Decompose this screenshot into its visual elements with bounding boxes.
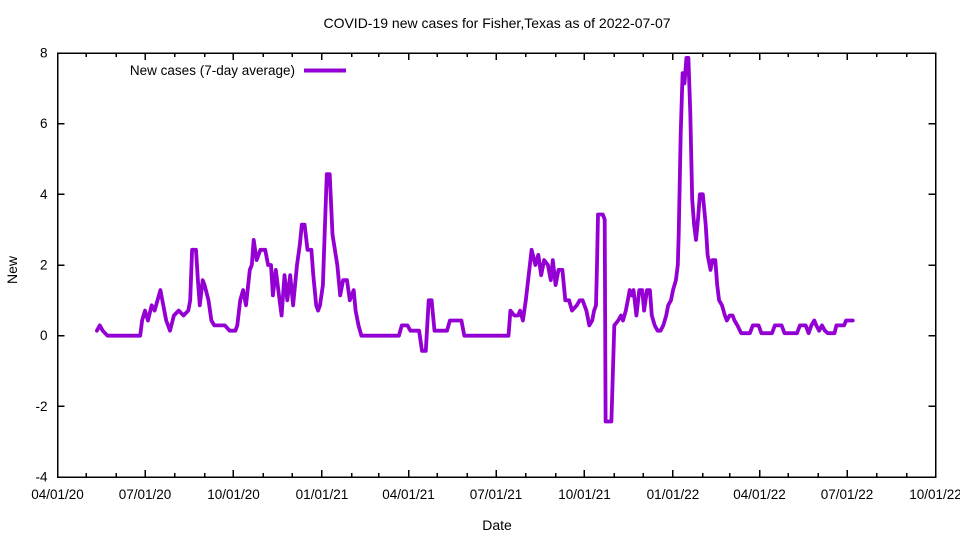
data-line <box>95 56 855 424</box>
x-tick-label: 07/01/22 <box>821 487 874 502</box>
legend: New cases (7-day average) <box>130 63 346 78</box>
y-tick-label: 0 <box>40 328 48 343</box>
plot-border <box>56 52 937 478</box>
y-tick-label: -2 <box>35 399 47 414</box>
x-tick-label: 04/01/22 <box>733 487 786 502</box>
x-tick-label: 10/01/20 <box>207 487 260 502</box>
chart-title: COVID-19 new cases for Fisher,Texas as o… <box>323 15 670 31</box>
x-tick-label: 01/01/22 <box>647 487 700 502</box>
y-tick-label: 6 <box>40 116 48 131</box>
x-tick-label: 10/01/21 <box>558 487 611 502</box>
x-axis-label: Date <box>482 517 512 533</box>
data-series <box>95 56 855 424</box>
x-tick-label: 07/01/21 <box>470 487 523 502</box>
y-tick-label: 2 <box>40 258 48 273</box>
x-tick-label: 10/01/22 <box>909 487 960 502</box>
y-tick-label: 4 <box>40 187 48 202</box>
y-tick-label: 8 <box>40 46 48 61</box>
legend-label: New cases (7-day average) <box>130 63 295 78</box>
axes: 04/01/20 07/01/20 10/01/20 01/01/21 04/01/21… <box>31 46 960 503</box>
x-tick-label: 01/01/21 <box>296 487 349 502</box>
x-tick-label: 04/01/20 <box>31 487 84 502</box>
x-tick-label: 07/01/20 <box>119 487 172 502</box>
x-tick-label: 04/01/21 <box>382 487 435 502</box>
y-tick-label: -4 <box>35 470 47 485</box>
y-axis-label: New <box>4 255 20 284</box>
